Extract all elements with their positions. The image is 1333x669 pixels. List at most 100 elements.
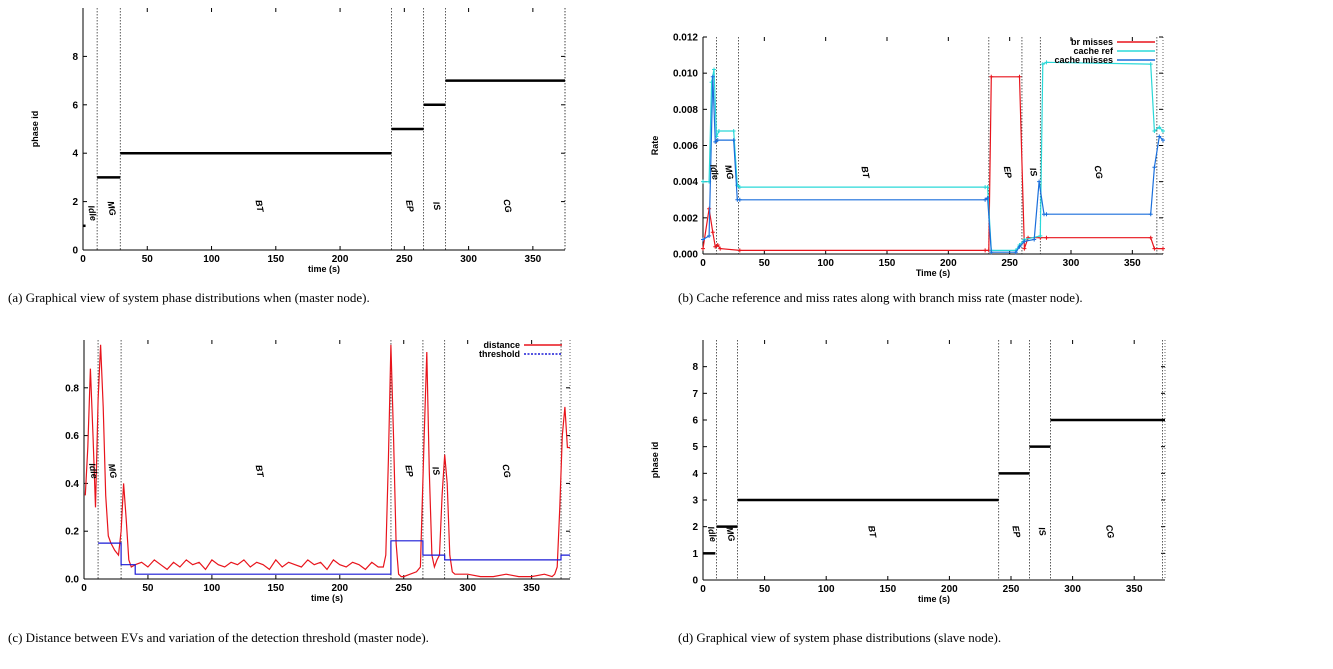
phase-label: EP	[1002, 165, 1014, 180]
phase-label: CG	[1092, 165, 1104, 180]
y-tick-label: 8	[692, 362, 698, 373]
x-tick-label: 200	[332, 254, 349, 265]
series-point	[718, 246, 723, 251]
series-line-cache-ref	[703, 61, 1164, 251]
chart-c: 0 50 100 150 200 250 300 350 0.0 0.2 0.4 0.6 0.8 time…	[65, 340, 571, 603]
phase-label: BT	[254, 464, 266, 479]
series-point	[737, 185, 742, 190]
y-tick-label: 5	[692, 442, 698, 453]
caption-d: (d) Graphical view of system phase distr…	[678, 630, 1002, 645]
y-tick-label: 4	[72, 149, 78, 160]
x-tick-label: 150	[879, 584, 896, 595]
caption-a: (a) Graphical view of system phase distr…	[8, 290, 370, 305]
y-tick-label: 0.6	[65, 431, 79, 442]
series-point	[710, 230, 715, 235]
x-tick-label: 350	[525, 254, 542, 265]
x-tick-label: 250	[395, 583, 412, 594]
series-point	[1037, 179, 1042, 184]
series-point	[710, 74, 715, 79]
series-point	[701, 246, 705, 251]
series-point	[713, 244, 718, 249]
chart-a: 0 50 100 150 200 250 300 350 0 2 4 6 8 time (s) phase …	[30, 8, 566, 274]
series-point	[1148, 212, 1153, 217]
series-point	[712, 67, 717, 72]
series-point	[737, 248, 742, 253]
x-tick-label: 300	[1064, 584, 1081, 595]
x-tick-label: 200	[940, 258, 957, 269]
series-point	[1044, 235, 1049, 240]
series-point	[989, 74, 994, 79]
y-axis-label: phase id	[650, 442, 660, 479]
x-tick-label: 100	[818, 584, 835, 595]
caption-b: (b) Cache reference and miss rates along…	[678, 290, 1083, 305]
y-tick-label: 0.0	[65, 575, 79, 586]
x-tick-label: 100	[203, 254, 220, 265]
y-tick-label: 0	[692, 576, 698, 587]
series-point	[1032, 237, 1037, 242]
series-point	[1152, 129, 1157, 134]
series-point	[1152, 165, 1157, 170]
y-tick-label: 0.008	[673, 105, 698, 116]
series-point	[1161, 246, 1165, 251]
phase-label: MG	[106, 463, 118, 479]
y-tick-label: 1	[692, 549, 698, 560]
x-tick-label: 200	[331, 583, 348, 594]
y-tick-label: 3	[692, 496, 698, 507]
x-tick-label: 100	[204, 583, 221, 594]
series-point	[989, 250, 994, 255]
x-tick-label: 200	[941, 584, 958, 595]
series-point	[715, 138, 720, 143]
phase-label: CG	[1104, 524, 1116, 539]
phase-label: IS	[430, 466, 441, 476]
x-tick-label: 300	[1063, 258, 1080, 269]
x-tick-label: 100	[817, 258, 834, 269]
chart-b: 0 50 100 150 200 250 300 350 0.000 0.002 0.004 0.00…	[650, 33, 1165, 278]
x-axis-label: time (s)	[918, 594, 950, 604]
series-line-br-misses	[702, 76, 1163, 251]
legend-entry: cache misses	[1054, 55, 1113, 65]
x-tick-label: 0	[81, 583, 87, 594]
phase-label: BT	[859, 165, 871, 180]
series-point	[1148, 62, 1153, 67]
y-tick-label: 2	[692, 522, 698, 533]
y-axis-label: Rate	[650, 136, 660, 156]
x-tick-label: 0	[700, 258, 706, 269]
x-tick-label: 350	[1124, 258, 1141, 269]
series-point	[1157, 134, 1162, 139]
series-point	[1044, 212, 1049, 217]
legend-entry: distance	[483, 340, 520, 350]
series-point	[701, 179, 705, 184]
x-tick-label: 0	[700, 584, 706, 595]
x-tick-label: 250	[1001, 258, 1018, 269]
series-point	[1044, 60, 1049, 65]
phase-label: Idle	[708, 164, 721, 181]
series-point	[716, 129, 721, 134]
x-tick-label: 0	[80, 254, 86, 265]
legend-entry: cache ref	[1073, 46, 1114, 56]
series-point	[1022, 239, 1027, 244]
series-point	[1013, 250, 1018, 255]
phase-label: IS	[431, 201, 442, 211]
phase-label: CG	[500, 463, 512, 478]
phase-label: MG	[105, 200, 117, 216]
phase-label: Idle	[706, 526, 719, 543]
y-tick-label: 0.004	[673, 177, 698, 188]
x-tick-label: 50	[142, 583, 154, 594]
legend-entry: br misses	[1071, 37, 1113, 47]
x-axis-label: time (s)	[311, 593, 343, 603]
series-point	[731, 129, 736, 134]
x-tick-label: 250	[396, 254, 413, 265]
x-tick-label: 150	[267, 254, 284, 265]
series-point	[1152, 246, 1157, 251]
series-point	[1040, 62, 1045, 67]
series-point	[1148, 235, 1153, 240]
series-point	[985, 195, 990, 200]
series-point	[983, 248, 988, 253]
y-tick-label: 0.8	[65, 383, 79, 394]
phase-label: BT	[254, 199, 266, 214]
series-line-cache-misses	[702, 76, 1164, 253]
y-tick-label: 0.000	[673, 250, 698, 261]
phase-label: EP	[1010, 525, 1022, 540]
series-line-threshold	[98, 540, 570, 575]
